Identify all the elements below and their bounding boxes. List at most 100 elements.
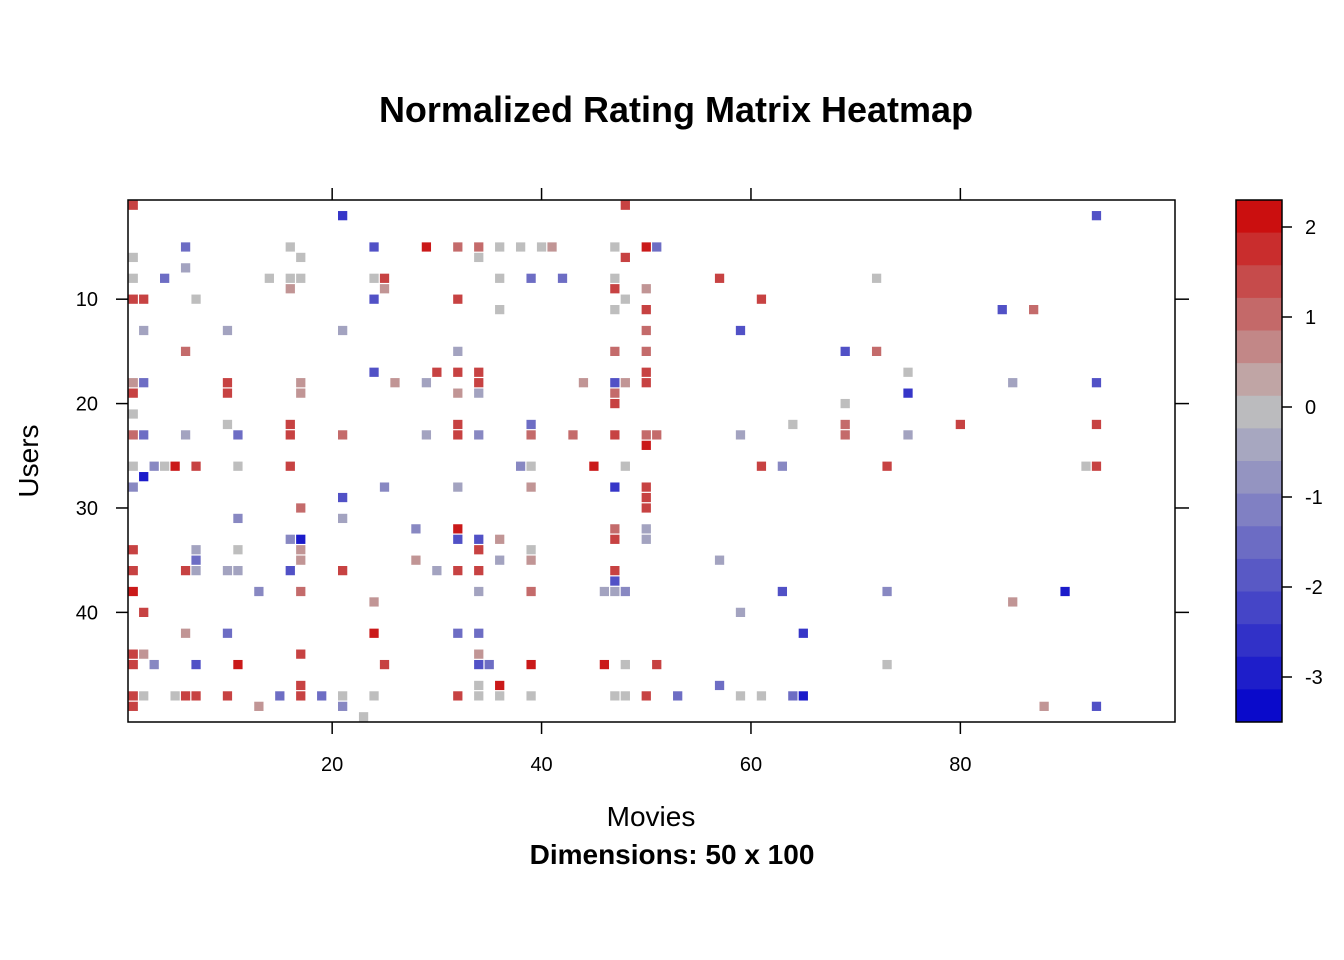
chart-title: Normalized Rating Matrix Heatmap [379,89,973,130]
heatmap-cell [610,388,620,398]
heatmap-cell [191,555,201,565]
heatmap-cell [735,691,746,701]
heatmap-cell [620,294,630,304]
heatmap-cell [128,649,138,659]
heatmap-cell [641,503,651,513]
heatmap-cell [128,409,138,419]
heatmap-cell [128,378,138,388]
heatmap-cell [610,524,620,534]
heatmap-cell [191,461,201,471]
heatmap-cell [191,691,201,701]
heatmap-cell [1091,461,1102,471]
colorbar-band [1236,493,1282,527]
heatmap-cell [882,586,892,597]
heatmap-cell [369,294,379,304]
heatmap-cell [139,691,149,701]
colorbar-tick-label: -3 [1305,667,1323,689]
heatmap-cell [495,242,505,252]
heatmap-cell [285,566,295,576]
colorbar-band [1236,297,1282,332]
heatmap-cell [128,252,138,263]
heatmap-cell [474,680,484,691]
heatmap-cell [474,534,484,544]
heatmap-cell [620,378,630,388]
heatmap-cell [338,325,348,336]
heatmap-cell [1039,701,1049,711]
heatmap-cell [526,586,536,597]
heatmap-cell [714,273,725,283]
y-tick-label: 20 [76,394,98,416]
heatmap-cell [128,691,138,701]
heatmap-cell [149,461,159,471]
heatmap-cell [180,263,191,273]
heatmap-cell [275,691,285,701]
x-axis-label: Movies [607,801,696,832]
heatmap-cell [139,325,149,336]
heatmap-cell [1081,461,1091,471]
heatmap-cell [233,513,243,524]
heatmap-cell [526,659,536,670]
heatmap-cell [233,566,243,576]
heatmap-cell [526,555,536,565]
heatmap-cell [128,701,138,711]
heatmap-cell [338,492,348,503]
heatmap-cell [526,482,536,492]
heatmap-cell [536,242,547,252]
heatmap-cell [474,659,484,670]
heatmap-cell [610,576,620,586]
heatmap-cell [903,367,913,377]
heatmap-cell [369,691,379,701]
heatmap-cell [474,545,484,555]
heatmap-cell [474,628,484,638]
heatmap-cell [222,691,233,701]
heatmap-cell [589,461,599,471]
y-tick-label: 10 [76,289,98,311]
heatmap-cell [1008,597,1018,607]
heatmap-cell [1091,211,1102,221]
heatmap-cell [526,691,536,701]
heatmap-cell [526,430,536,440]
heatmap-cell [515,242,526,252]
heatmap-cell [139,294,149,304]
heatmap-cell [610,273,620,283]
heatmap-cell [432,367,442,377]
heatmap-cell [641,482,651,492]
heatmap-cell [222,388,233,398]
heatmap-cell [170,461,180,471]
heatmap-cell [474,566,484,576]
heatmap-cell [610,398,620,409]
heatmap-cell [526,419,536,430]
heatmap-cell [296,555,306,565]
colorbar-band [1236,624,1282,658]
heatmap-cell [610,586,620,597]
heatmap-cell [547,242,557,252]
heatmap-cell [735,607,746,617]
heatmap-cell [411,555,421,565]
heatmap-cell [296,680,306,691]
heatmap-cell [777,586,788,597]
heatmap-cell [620,252,630,263]
heatmap-cell [652,242,662,252]
colorbar-band [1236,689,1282,723]
heatmap-cell [610,534,620,544]
heatmap-cell [222,419,233,430]
heatmap-cell [474,378,484,388]
heatmap-cell [191,545,201,555]
heatmap-cell [338,691,348,701]
heatmap-cell [139,607,149,617]
heatmap-cell [296,252,306,263]
heatmap-cell [453,691,463,701]
heatmap-cell [641,367,651,377]
heatmap-cell [180,691,191,701]
heatmap-cell [285,242,295,252]
heatmap-cell [641,305,651,315]
heatmap-cell [903,430,913,440]
heatmap-cell [641,524,651,534]
heatmap-cell [128,545,138,555]
heatmap-cell [798,628,808,638]
colorbar-tick-label: 2 [1305,217,1316,239]
heatmap-cell [474,586,484,597]
heatmap-cell [955,419,965,430]
heatmap-cell [390,378,400,388]
